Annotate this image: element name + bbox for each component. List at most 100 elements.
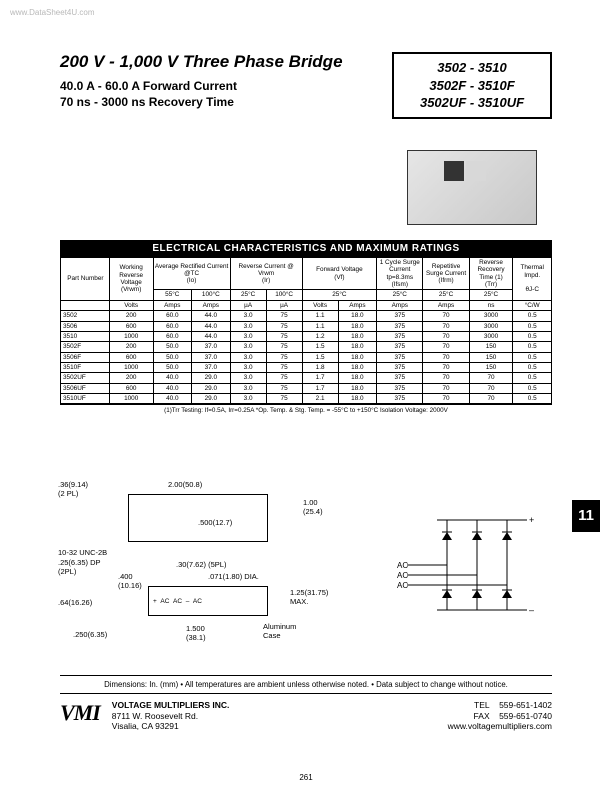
- table-cell: 75: [266, 321, 302, 331]
- table-cell: 3502: [61, 311, 110, 321]
- u-ua1: µA: [230, 300, 266, 310]
- table-cell: 75: [266, 342, 302, 352]
- table-row: 3506F60050.037.03.0751.518.0375701500.5: [61, 352, 552, 362]
- table-row: 3502F20050.037.03.0751.518.0375701500.5: [61, 342, 552, 352]
- dim-1: .36(9.14)(2 PL): [58, 480, 88, 498]
- th-55c: 55°C: [153, 290, 192, 300]
- table-cell: 60.0: [153, 311, 192, 321]
- table-cell: 375: [377, 394, 423, 404]
- table-cell: 70: [423, 321, 469, 331]
- table-cell: 18.0: [338, 342, 377, 352]
- svg-text:AC: AC: [397, 581, 408, 590]
- th-25c-5: 25°C: [469, 290, 513, 300]
- ac-labels: + AC AC – AC: [153, 598, 202, 605]
- table-cell: 3510: [61, 331, 110, 341]
- table-cell: 1.5: [302, 342, 338, 352]
- table-title: ELECTRICAL CHARACTERISTICS AND MAXIMUM R…: [60, 240, 552, 257]
- dim-4: 1.00(25.4): [303, 498, 323, 516]
- table-cell: 0.5: [513, 342, 552, 352]
- table-cell: 600: [109, 383, 153, 393]
- electrical-table: Part Number Working Reverse Voltage(Vrwm…: [60, 257, 552, 404]
- header: 200 V - 1,000 V Three Phase Bridge 40.0 …: [60, 52, 552, 119]
- table-cell: 3502F: [61, 342, 110, 352]
- th-25c-2: 25°C: [302, 290, 377, 300]
- u-amps2: Amps: [192, 300, 231, 310]
- table-cell: 3000: [469, 311, 513, 321]
- table-cell: 0.5: [513, 394, 552, 404]
- th-io: Average Rectified Current @TC(Io): [153, 258, 230, 290]
- dim-14: AluminumCase: [263, 622, 296, 640]
- svg-text:AC: AC: [397, 571, 408, 580]
- th-part: Part Number: [61, 258, 110, 301]
- footer: VMI VOLTAGE MULTIPLIERS INC. 8711 W. Roo…: [60, 700, 552, 732]
- table-row: 350220060.044.03.0751.118.03757030000.5: [61, 311, 552, 321]
- th-25c-3: 25°C: [377, 290, 423, 300]
- table-cell: 70: [423, 373, 469, 383]
- table-cell: 0.5: [513, 321, 552, 331]
- table-cell: 50.0: [153, 342, 192, 352]
- table-cell: 375: [377, 352, 423, 362]
- minus-label: –: [529, 605, 534, 615]
- dim-8: .30(7.62) (5PL): [176, 560, 226, 569]
- table-cell: 200: [109, 311, 153, 321]
- table-cell: 29.0: [192, 394, 231, 404]
- table-cell: 70: [469, 383, 513, 393]
- table-cell: 200: [109, 342, 153, 352]
- table-cell: 70: [423, 383, 469, 393]
- table-cell: 44.0: [192, 311, 231, 321]
- table-cell: 3510F: [61, 362, 110, 372]
- table-cell: 18.0: [338, 311, 377, 321]
- table-cell: 29.0: [192, 373, 231, 383]
- table-cell: 375: [377, 373, 423, 383]
- table-cell: 75: [266, 362, 302, 372]
- table-cell: 3506: [61, 321, 110, 331]
- watermark: www.DataSheet4U.com: [10, 8, 94, 17]
- table-cell: 1.7: [302, 383, 338, 393]
- dim-12: 1.500(38.1): [186, 624, 206, 642]
- dim-6: .25(6.35) DP(2PL): [58, 558, 101, 576]
- table-cell: 2.1: [302, 394, 338, 404]
- table-cell: 18.0: [338, 373, 377, 383]
- table-row: 3510UF100040.029.03.0752.118.037570700.5: [61, 394, 552, 404]
- table-row: 3510F100050.037.03.0751.818.0375701500.5: [61, 362, 552, 372]
- table-cell: 3.0: [230, 362, 266, 372]
- table-cell: 1000: [109, 362, 153, 372]
- table-cell: 70: [423, 331, 469, 341]
- vmi-logo: VMI: [60, 700, 100, 726]
- table-cell: 70: [469, 373, 513, 383]
- table-cell: 70: [423, 352, 469, 362]
- u-ua2: µA: [266, 300, 302, 310]
- th-25c-1: 25°C: [230, 290, 266, 300]
- table-cell: 3.0: [230, 394, 266, 404]
- th-trr: Reverse Recovery Time (1)(Trr): [469, 258, 513, 290]
- table-cell: 29.0: [192, 383, 231, 393]
- u-amps5: Amps: [423, 300, 469, 310]
- table-cell: 3.0: [230, 352, 266, 362]
- dim-5: 10-32 UNC-2B: [58, 548, 107, 557]
- table-cell: 600: [109, 321, 153, 331]
- title-left: 200 V - 1,000 V Three Phase Bridge 40.0 …: [60, 52, 370, 110]
- package-drawing-icon: [407, 150, 537, 225]
- table-cell: 3506UF: [61, 383, 110, 393]
- table-cell: 75: [266, 352, 302, 362]
- section-tab: 11: [572, 500, 600, 532]
- subtitle-2: 70 ns - 3000 ns Recovery Time: [60, 94, 370, 110]
- dim-10: .64(16.26): [58, 598, 92, 607]
- plus-label: +: [529, 515, 534, 525]
- dim-9: .071(1.80) DIA.: [208, 572, 259, 581]
- dimensions-note: Dimensions: In. (mm) • All temperatures …: [60, 675, 552, 694]
- table-cell: 3.0: [230, 311, 266, 321]
- table-cell: 70: [423, 394, 469, 404]
- th-100c: 100°C: [192, 290, 231, 300]
- th-vf: Forward Voltage(Vf): [302, 258, 377, 290]
- page-title: 200 V - 1,000 V Three Phase Bridge: [60, 52, 370, 72]
- contact-info: TEL 559-651-1402 FAX 559-651-0740 www.vo…: [448, 700, 552, 732]
- table-cell: 75: [266, 311, 302, 321]
- table-cell: 0.5: [513, 311, 552, 321]
- table-cell: 3510UF: [61, 394, 110, 404]
- table-cell: 0.5: [513, 373, 552, 383]
- u-ns: ns: [469, 300, 513, 310]
- table-cell: 1000: [109, 331, 153, 341]
- table-cell: 18.0: [338, 394, 377, 404]
- table-cell: 18.0: [338, 331, 377, 341]
